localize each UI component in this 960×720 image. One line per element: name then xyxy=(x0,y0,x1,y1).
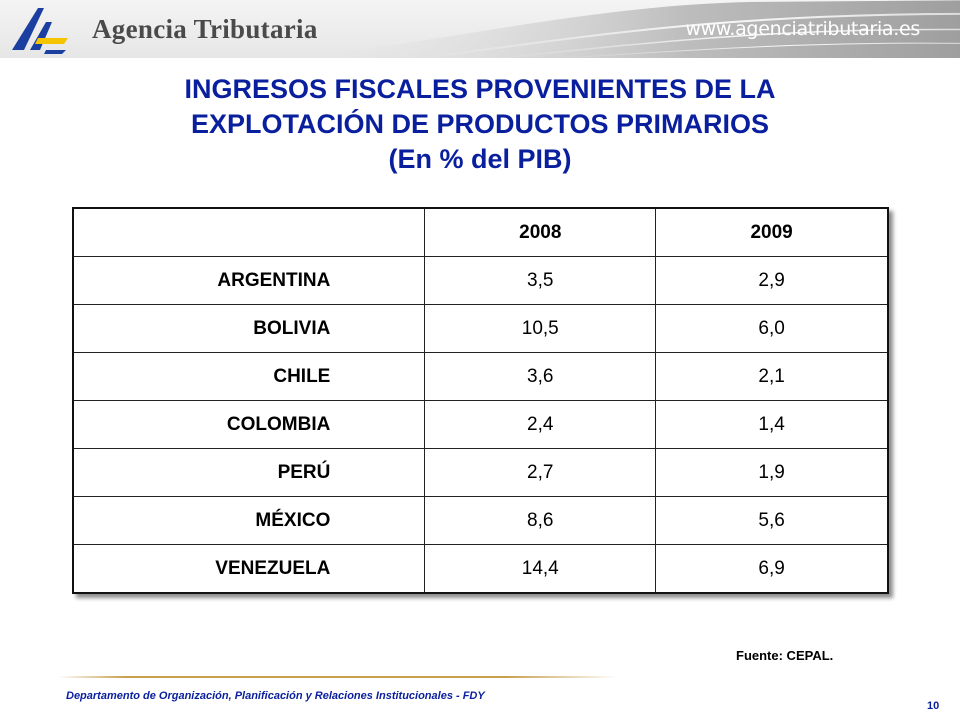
table-row: ARGENTINA 3,5 2,9 xyxy=(72,256,889,305)
fiscal-revenue-table: 2008 2009 ARGENTINA 3,5 2,9 BOLIVIA 10,5… xyxy=(72,207,889,594)
department-footer: Departamento de Organización, Planificac… xyxy=(66,690,485,702)
country-cell: PERÚ xyxy=(72,448,426,497)
website-url: www.agenciatributaria.es xyxy=(685,18,920,40)
value-cell-2008: 14,4 xyxy=(424,544,657,594)
value-cell-2009: 2,1 xyxy=(655,352,889,401)
footer-divider xyxy=(58,676,618,678)
value-cell-2008: 3,5 xyxy=(424,256,657,305)
value-cell-2009: 2,9 xyxy=(655,256,889,305)
table-header-row: 2008 2009 xyxy=(72,207,889,257)
value-cell-2009: 1,9 xyxy=(655,448,889,497)
source-note: Fuente: CEPAL. xyxy=(736,648,834,663)
table-row: COLOMBIA 2,4 1,4 xyxy=(72,400,889,449)
value-cell-2008: 8,6 xyxy=(424,496,657,545)
value-cell-2009: 5,6 xyxy=(655,496,889,545)
value-cell-2009: 6,9 xyxy=(655,544,889,594)
country-cell: BOLIVIA xyxy=(72,304,426,353)
country-cell: MÉXICO xyxy=(72,496,426,545)
value-cell-2009: 6,0 xyxy=(655,304,889,353)
value-cell-2008: 2,7 xyxy=(424,448,657,497)
table-row: CHILE 3,6 2,1 xyxy=(72,352,889,401)
title-line-3: (En % del PIB) xyxy=(388,144,572,174)
header-band: Agencia Tributaria www.agenciatributaria… xyxy=(0,0,960,58)
table-row: VENEZUELA 14,4 6,9 xyxy=(72,544,889,594)
country-cell: ARGENTINA xyxy=(72,256,426,305)
country-cell: COLOMBIA xyxy=(72,400,426,449)
organization-name: Agencia Tributaria xyxy=(92,14,318,44)
value-cell-2008: 2,4 xyxy=(424,400,657,449)
header-cell-blank xyxy=(72,207,426,257)
country-cell: CHILE xyxy=(72,352,426,401)
slide-title: INGRESOS FISCALES PROVENIENTES DE LA EXP… xyxy=(0,72,960,177)
value-cell-2009: 1,4 xyxy=(655,400,889,449)
page-number: 10 xyxy=(927,700,940,712)
value-cell-2008: 3,6 xyxy=(424,352,657,401)
title-line-1: INGRESOS FISCALES PROVENIENTES DE LA xyxy=(184,74,776,104)
value-cell-2008: 10,5 xyxy=(424,304,657,353)
header-cell-2008: 2008 xyxy=(424,207,657,257)
title-line-2: EXPLOTACIÓN DE PRODUCTOS PRIMARIOS xyxy=(190,109,770,139)
table-row: PERÚ 2,7 1,9 xyxy=(72,448,889,497)
agencia-tributaria-logo-icon xyxy=(12,8,68,54)
header-swoosh-decoration xyxy=(300,0,960,58)
header-cell-2009: 2009 xyxy=(655,207,889,257)
country-cell: VENEZUELA xyxy=(72,544,426,594)
table-row: BOLIVIA 10,5 6,0 xyxy=(72,304,889,353)
table-row: MÉXICO 8,6 5,6 xyxy=(72,496,889,545)
